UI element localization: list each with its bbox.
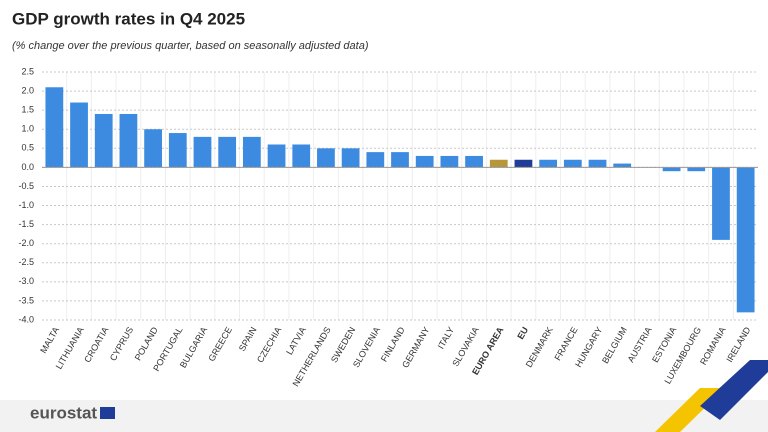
x-tick-label: MALTA (38, 325, 61, 355)
decor (655, 388, 725, 432)
bar (391, 152, 409, 168)
decor (700, 360, 768, 420)
eu-flag (100, 407, 115, 419)
x-tick-label: SPAIN (237, 325, 259, 353)
bar (292, 144, 311, 168)
y-tick-label: -4.0 (18, 314, 34, 324)
chart-subtitle: (% change over the previous quarter, bas… (12, 40, 369, 52)
x-tick-label: LATVIA (284, 325, 308, 356)
bar (317, 148, 335, 168)
bar (465, 155, 483, 168)
bar (736, 167, 755, 313)
bar (341, 148, 360, 168)
y-tick-label: 0.5 (21, 143, 34, 153)
y-tick-label: 2.0 (21, 85, 34, 95)
bar (45, 87, 64, 168)
y-tick-label: 2.5 (21, 66, 34, 76)
x-tick-label: AUSTRIA (626, 325, 654, 364)
x-tick-label: IRELAND (724, 325, 752, 364)
bar (712, 167, 730, 240)
bar (119, 113, 138, 168)
y-tick-label: -1.5 (18, 219, 34, 229)
x-tick-label: FINLAND (379, 325, 407, 364)
bar (94, 113, 113, 168)
y-tick-label: -3.5 (18, 295, 34, 305)
y-tick-label: -1.0 (18, 200, 34, 210)
bar (514, 159, 533, 168)
bar (218, 136, 237, 168)
x-tick-label: EU (515, 325, 530, 341)
bar (144, 129, 162, 168)
y-tick-label: 1.0 (21, 124, 34, 134)
x-tick-label: POLAND (133, 325, 160, 362)
bar (193, 136, 212, 168)
y-tick-label: -2.0 (18, 238, 34, 248)
x-tick-label: CZECHIA (255, 325, 283, 364)
bar (415, 155, 434, 168)
y-tick-label: -0.5 (18, 181, 34, 191)
footer-band (0, 400, 768, 432)
bar (588, 159, 607, 168)
y-tick-label: -3.0 (18, 276, 34, 286)
bar (366, 152, 385, 168)
bar (168, 133, 187, 168)
bar (267, 144, 286, 168)
bar (242, 136, 261, 168)
x-tick-label: CROATIA (82, 325, 110, 364)
x-tick-label: CYPRUS (108, 325, 135, 362)
bar (70, 102, 88, 168)
y-tick-label: -2.5 (18, 257, 34, 267)
bar (563, 159, 582, 168)
bar (613, 163, 632, 168)
bar (662, 167, 681, 172)
chart-title: GDP growth rates in Q4 2025 (12, 9, 245, 28)
x-tick-label: GREECE (206, 325, 234, 363)
bar (489, 159, 508, 168)
y-tick-label: 0.0 (21, 162, 34, 172)
x-tick-label: FRANCE (552, 325, 579, 362)
bar (440, 155, 459, 168)
x-tick-label: ROMANIA (698, 325, 728, 366)
y-tick-label: 1.5 (21, 105, 34, 115)
bar (539, 159, 558, 168)
bar (687, 167, 706, 172)
logo: eurostat (30, 403, 97, 422)
x-tick-label: ITALY (436, 325, 457, 351)
